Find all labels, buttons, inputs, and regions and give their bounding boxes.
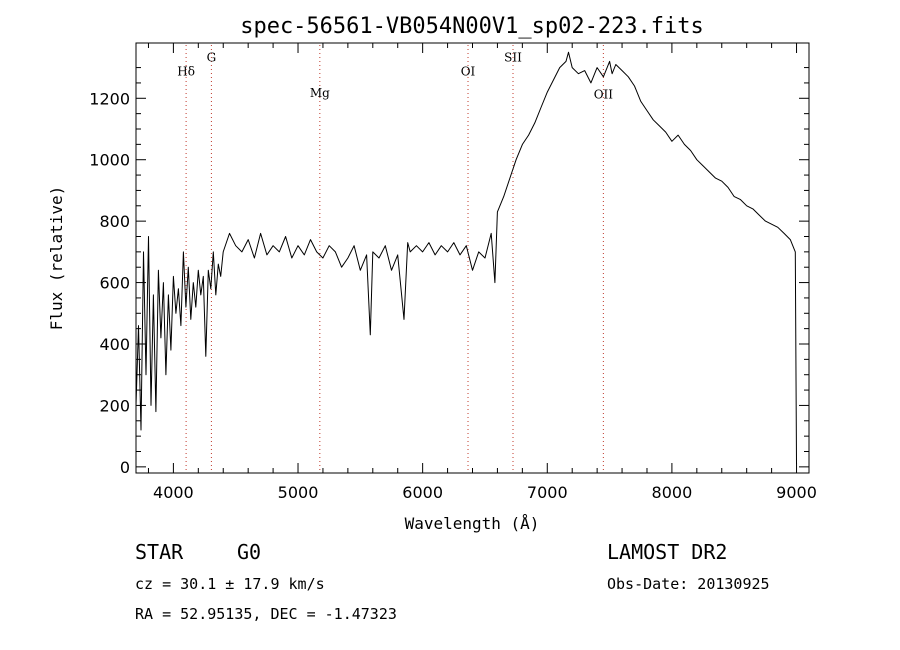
x-tick-label: 5000 [278, 483, 319, 502]
plot-area: Hδ G Mg OI SII OII 4000 5000 6000 7000 8000 9000 0 20… [89, 43, 817, 502]
object-subclass: G0 [237, 540, 262, 564]
y-tick-label: 800 [99, 212, 130, 231]
x-tick-label: 4000 [153, 483, 194, 502]
line-label-1: G [207, 50, 217, 64]
survey-name: LAMOST DR2 [607, 540, 728, 564]
line-label-0: Hδ [177, 64, 195, 78]
object-class: STAR [135, 540, 184, 564]
plot-frame [135, 42, 810, 474]
y-tick-label: 200 [99, 396, 130, 415]
y-tick-label: 600 [99, 274, 130, 293]
x-axis-label: Wavelength (Å) [405, 514, 540, 533]
spectrum-line-0 [135, 51, 797, 464]
x-tick-label: 6000 [402, 483, 443, 502]
y-axis-label: Flux (relative) [47, 186, 66, 331]
y-tick-label: 0 [120, 458, 130, 477]
line-label-4: SII [504, 50, 522, 64]
x-tick-label: 7000 [527, 483, 568, 502]
y-tick-label: 1000 [89, 151, 130, 170]
y-tick-label: 1200 [89, 89, 130, 108]
coordinates-readout: RA = 52.95135, DEC = -1.47323 [135, 605, 397, 623]
line-label-5: OII [594, 87, 614, 101]
x-tick-label: 8000 [652, 483, 693, 502]
x-tick-label: 9000 [776, 483, 817, 502]
y-tick-label: 400 [99, 335, 130, 354]
line-label-2: Mg [310, 86, 330, 100]
redshift-readout: cz = 30.1 ± 17.9 km/s [135, 575, 325, 593]
chart-title: spec-56561-VB054N00V1_sp02-223.fits [240, 14, 704, 39]
line-label-3: OI [461, 64, 476, 78]
observation-date: Obs-Date: 20130925 [607, 575, 770, 593]
